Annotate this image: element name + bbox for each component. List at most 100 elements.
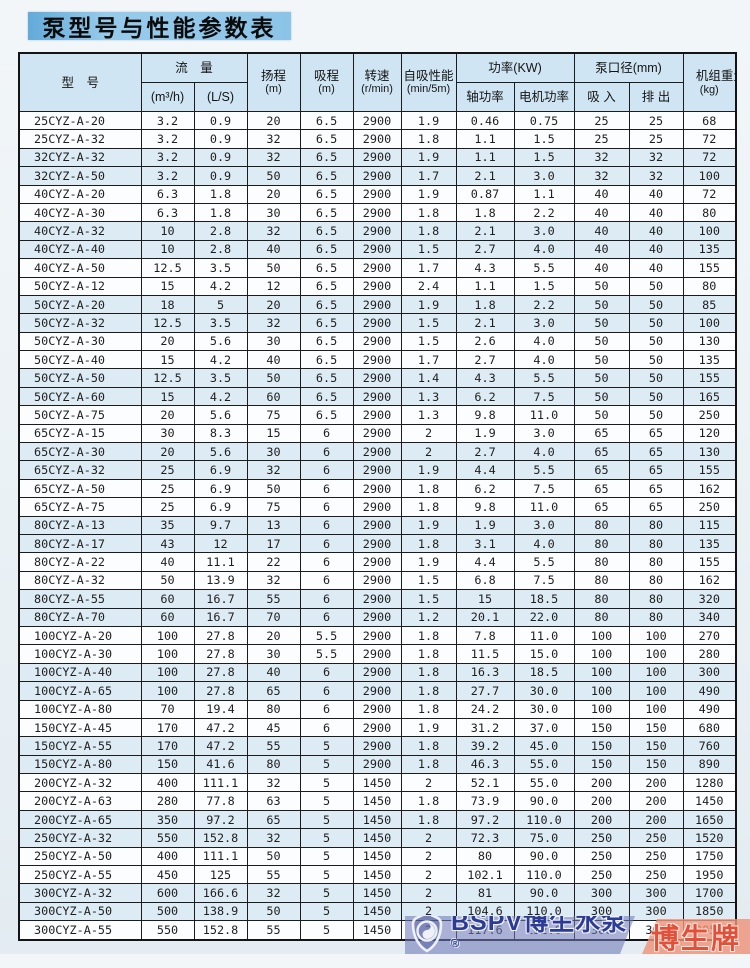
- value-cell: 2.7: [455, 442, 515, 462]
- value-cell: 6.5: [299, 386, 354, 407]
- value-cell: 80: [628, 552, 684, 572]
- value-cell: 5.6: [193, 331, 248, 352]
- value-cell: 4.0: [513, 331, 575, 352]
- value-cell: 0.9: [193, 166, 248, 186]
- value-cell: 5: [299, 773, 354, 793]
- value-cell: 2900: [352, 386, 402, 407]
- value-cell: 100: [573, 662, 630, 683]
- value-cell: 200: [628, 809, 684, 830]
- value-cell: 6.5: [299, 202, 354, 223]
- model-cell: 150CYZ-A-55: [18, 736, 142, 756]
- value-cell: 11.0: [513, 497, 575, 517]
- value-cell: 18.5: [513, 589, 575, 609]
- model-cell: 100CYZ-A-40: [18, 662, 142, 683]
- value-cell: 162: [682, 478, 737, 499]
- model-cell: 100CYZ-A-80: [18, 699, 142, 719]
- col-header-bore-in: 吸 入: [573, 82, 630, 112]
- value-cell: 5: [299, 754, 354, 775]
- value-cell: 5.5: [513, 258, 575, 278]
- value-cell: 2900: [352, 497, 402, 517]
- value-cell: 15: [140, 276, 195, 296]
- model-cell: 80CYZ-A-22: [18, 552, 142, 572]
- value-cell: 40: [246, 350, 301, 370]
- value-cell: 155: [682, 460, 737, 480]
- model-cell: 200CYZ-A-32: [18, 773, 142, 793]
- value-cell: 1.8: [400, 497, 457, 517]
- table-row: 50CYZ-A-12 15 4.2 12 6.5 2900 2.4 1.1 1.5 50 50 80: [18, 276, 737, 296]
- value-cell: 4.0: [513, 533, 575, 554]
- value-cell: 1.8: [400, 478, 457, 499]
- value-cell: 50: [573, 386, 630, 407]
- table-row: 50CYZ-A-30 20 5.6 30 6.5 2900 1.5 2.6 4.0 50 50 130: [18, 331, 737, 352]
- value-cell: 50: [573, 368, 630, 388]
- value-cell: 1.4: [400, 368, 457, 388]
- value-cell: 1.8: [400, 699, 457, 719]
- value-cell: 60: [140, 589, 195, 609]
- value-cell: 1450: [352, 828, 402, 848]
- value-cell: 150: [140, 754, 195, 775]
- value-cell: 47.2: [193, 717, 248, 738]
- registered-trademark-symbol: ®: [451, 938, 461, 950]
- value-cell: 30.0: [513, 681, 575, 701]
- value-cell: 5: [299, 736, 354, 756]
- value-cell: 1.9: [400, 184, 457, 204]
- model-cell: 50CYZ-A-60: [18, 386, 142, 407]
- value-cell: 50: [246, 478, 301, 499]
- value-cell: 250: [682, 405, 737, 425]
- model-cell: 100CYZ-A-65: [18, 681, 142, 701]
- value-cell: 2900: [352, 129, 402, 149]
- value-cell: 6.5: [299, 166, 354, 186]
- head-label: 扬程: [261, 69, 287, 84]
- value-cell: 135: [682, 533, 737, 554]
- value-cell: 11.5: [455, 644, 515, 664]
- value-cell: 25: [140, 460, 195, 480]
- model-cell: 25CYZ-A-20: [18, 110, 142, 131]
- value-cell: 6.5: [299, 239, 354, 260]
- value-cell: 43: [140, 533, 195, 554]
- col-header-flow-m3h: (m³/h): [140, 82, 195, 112]
- value-cell: 22: [246, 552, 301, 572]
- value-cell: 135: [682, 239, 737, 260]
- value-cell: 80: [246, 699, 301, 719]
- value-cell: 40: [573, 202, 630, 223]
- value-cell: 32: [628, 147, 684, 168]
- value-cell: 80: [573, 607, 630, 627]
- table-row: 50CYZ-A-60 15 4.2 60 6.5 2900 1.3 6.2 7.5 50 50 165: [18, 386, 737, 407]
- page-title-text: 泵型号与性能参数表: [42, 15, 277, 41]
- value-cell: 490: [682, 699, 737, 719]
- value-cell: 4.4: [455, 460, 515, 480]
- table-row: 100CYZ-A-80 70 19.4 80 6 2900 1.8 24.2 30.0 100 10…: [18, 699, 737, 719]
- table-row: 65CYZ-A-50 25 6.9 50 6 2900 1.8 6.2 7.5 65 65 162: [18, 478, 737, 499]
- value-cell: 1.1: [455, 147, 515, 168]
- value-cell: 27.8: [193, 644, 248, 664]
- value-cell: 6: [299, 515, 354, 535]
- value-cell: 2900: [352, 570, 402, 591]
- model-cell: 40CYZ-A-32: [18, 221, 142, 241]
- value-cell: 20: [246, 110, 301, 131]
- value-cell: 2900: [352, 276, 402, 296]
- value-cell: 1.5: [400, 239, 457, 260]
- value-cell: 30: [246, 331, 301, 352]
- value-cell: 3.0: [513, 221, 575, 241]
- weight-label: 机组重量: [695, 69, 735, 84]
- value-cell: 80: [628, 533, 684, 554]
- value-cell: 2900: [352, 662, 402, 683]
- value-cell: 100: [573, 699, 630, 719]
- value-cell: 110.0: [513, 809, 575, 830]
- value-cell: 40: [628, 258, 684, 278]
- value-cell: 6.5: [299, 405, 354, 425]
- value-cell: 50: [573, 276, 630, 296]
- value-cell: 1.8: [400, 129, 457, 149]
- value-cell: 80: [573, 589, 630, 609]
- value-cell: 200: [628, 773, 684, 793]
- value-cell: 120: [682, 423, 737, 444]
- value-cell: 280: [140, 791, 195, 811]
- value-cell: 1.1: [513, 184, 575, 204]
- value-cell: 40: [573, 239, 630, 260]
- value-cell: 1.1: [455, 276, 515, 296]
- value-cell: 50: [628, 405, 684, 425]
- col-header-model: 型 号: [18, 52, 142, 112]
- value-cell: 2900: [352, 313, 402, 333]
- table-row: 40CYZ-A-40 10 2.8 40 6.5 2900 1.5 2.7 4.0 40 40 135: [18, 239, 737, 260]
- value-cell: 9.7: [193, 515, 248, 535]
